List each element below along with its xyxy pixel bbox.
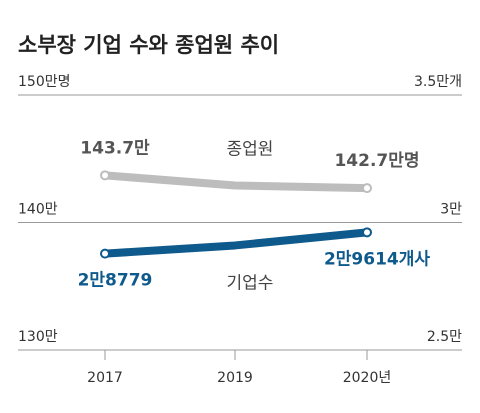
x-tick-label: 2017: [87, 370, 123, 386]
line: [101, 171, 371, 193]
data-label: 2만9614개사: [324, 249, 430, 269]
x-tick-label: 2019: [217, 370, 253, 386]
data-label: 2만8779: [78, 271, 153, 291]
x-tick-label: 2020년: [343, 370, 392, 386]
y2-tick-label: 2.5만: [427, 329, 462, 345]
series-label: 종업원: [227, 140, 274, 160]
line: [101, 228, 371, 258]
series-label: 기업수: [227, 273, 274, 293]
chart-title: 소부장 기업 수와 종업원 추이: [18, 33, 279, 57]
data-label: 143.7만: [80, 138, 150, 158]
marker: [100, 248, 110, 259]
y-tick-label: 140만: [18, 202, 58, 218]
y-tick-label: 130만: [18, 329, 58, 345]
marker: [362, 227, 372, 238]
marker: [362, 183, 372, 194]
data-label: 142.7만명: [334, 151, 419, 171]
y-tick-label: 150만명: [18, 74, 70, 90]
y2-tick-label: 3만: [440, 202, 462, 218]
marker: [100, 170, 110, 181]
y2-tick-label: 3.5만개: [414, 74, 462, 90]
